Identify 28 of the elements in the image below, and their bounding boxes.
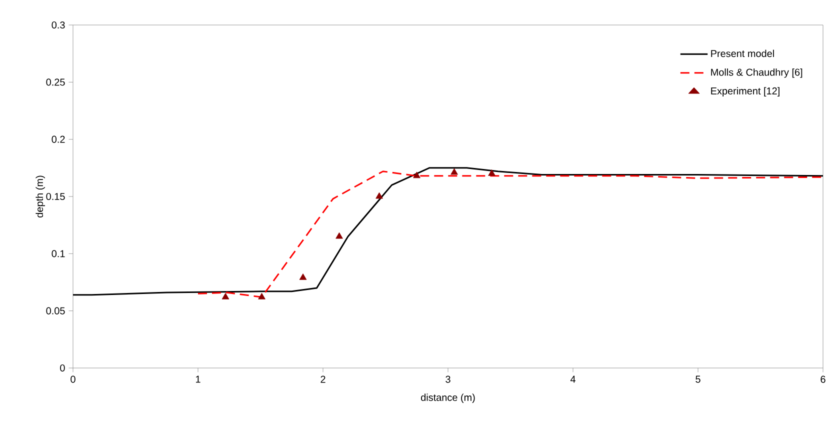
legend-label: Present model xyxy=(711,50,774,58)
point xyxy=(376,192,383,199)
point xyxy=(222,292,230,300)
y-tick-label: 0.1 xyxy=(52,250,65,258)
point xyxy=(299,273,307,280)
x-tick-label: 6 xyxy=(820,376,826,383)
y-axis-title: depth (m) xyxy=(36,176,45,218)
point xyxy=(413,172,420,178)
x-axis-title: distance (m) xyxy=(421,394,475,403)
point xyxy=(488,169,496,176)
y-tick-label: 0.25 xyxy=(46,78,65,86)
x-tick-label: 4 xyxy=(570,376,576,383)
legend-label: Experiment [12] xyxy=(711,87,780,96)
x-tick-label: 0 xyxy=(70,376,76,383)
line-series xyxy=(73,167,824,296)
x-tick-label: 1 xyxy=(196,376,200,383)
y-tick-label: 0.15 xyxy=(46,192,65,200)
point xyxy=(450,168,458,175)
x-tick-label: 2 xyxy=(320,376,326,383)
x-tick-label: 5 xyxy=(696,376,700,383)
x-tick-label: 3 xyxy=(446,376,450,383)
y-tick-label: 0.05 xyxy=(46,307,65,314)
y-tick-label: 0 xyxy=(60,364,65,372)
point xyxy=(258,292,266,300)
point xyxy=(336,232,343,239)
y-tick-label: 0.3 xyxy=(52,21,65,29)
y-tick-label: 0.2 xyxy=(52,136,65,143)
legend-label: Molls & Chaudhry [6] xyxy=(711,68,802,78)
